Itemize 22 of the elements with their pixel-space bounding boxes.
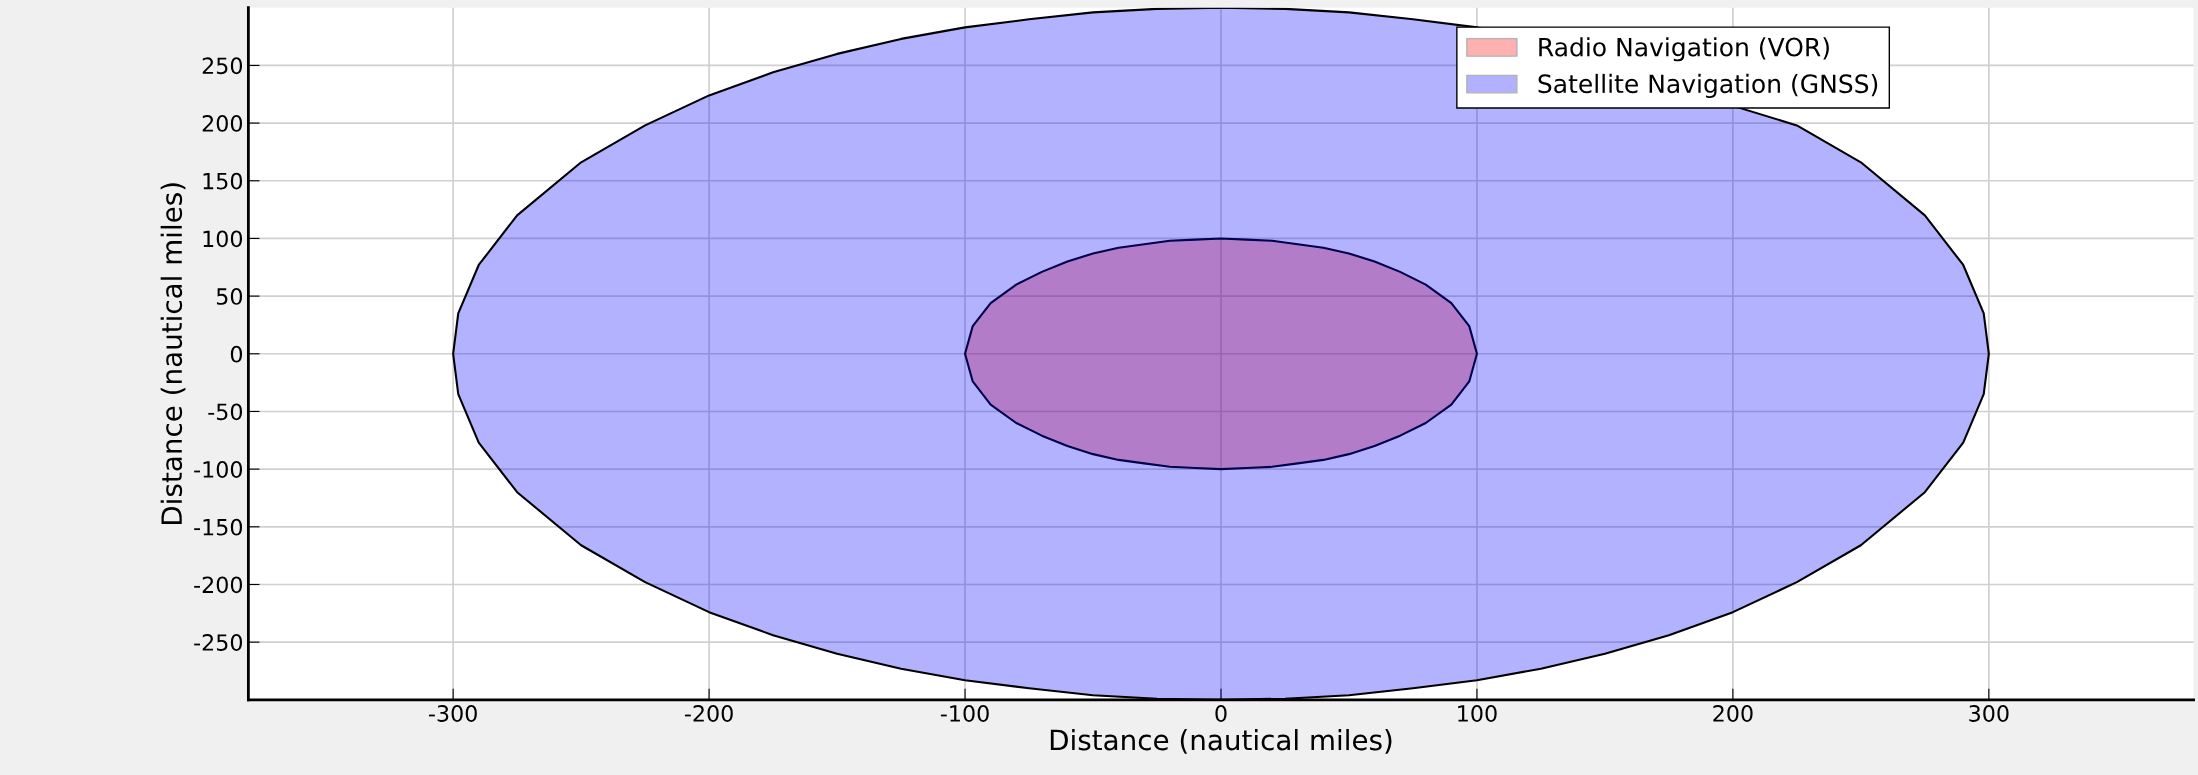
y-tick-label: 50: [216, 288, 243, 305]
x-tick-label: 0: [1215, 705, 1227, 722]
x-tick-label: -100: [940, 705, 989, 722]
y-tick-label: 250: [202, 57, 243, 75]
y-tick-label: -200: [194, 576, 243, 594]
y-tick-label: -100: [194, 461, 243, 478]
y-tick-label: -50: [208, 403, 243, 421]
y-axis-title: Distance (nautical miles): [160, 183, 186, 524]
y-tick-label: 100: [203, 230, 243, 248]
y-tick-label: 200: [202, 115, 243, 132]
x-axis-title: Distance (nautical miles): [1050, 728, 1392, 754]
legend-label: Radio Navigation (VOR): [1539, 37, 1829, 62]
x-tick-label: 200: [1713, 705, 1753, 722]
x-tick-label: -200: [684, 705, 733, 722]
y-tick-label: 0: [230, 345, 243, 363]
x-tick-label: 100: [1458, 705, 1497, 722]
y-tick-label: 150: [203, 172, 243, 190]
y-tick-label: -150: [194, 518, 243, 536]
y-tick-label: -250: [194, 634, 243, 651]
x-tick-label: -300: [429, 705, 477, 722]
x-tick-label: 300: [1969, 705, 2009, 722]
legend-label: Satellite Navigation (GNSS): [1538, 73, 1878, 99]
